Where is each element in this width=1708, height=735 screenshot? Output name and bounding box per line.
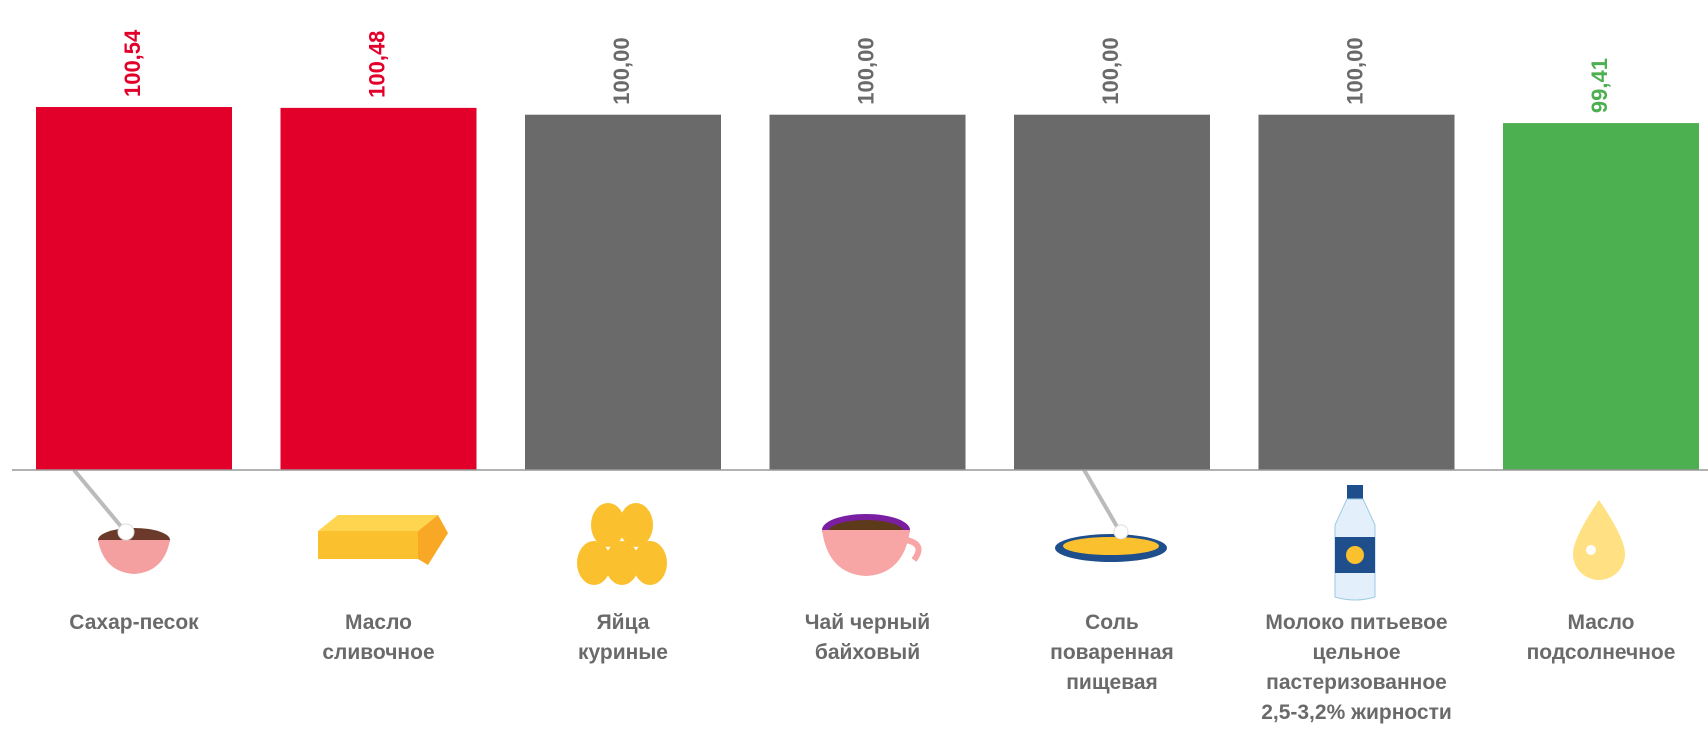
- category-label: Сахар-песок: [69, 611, 199, 634]
- value-label: 99,41: [1587, 58, 1612, 113]
- icon-sugar: [72, 468, 170, 574]
- value-label: 100,48: [364, 31, 389, 98]
- icons: [72, 466, 1625, 601]
- category-label: Масло сливочное: [322, 611, 435, 664]
- category-label: Масло подсолнечное: [1526, 611, 1676, 664]
- bar: [1258, 114, 1455, 471]
- icon-oil: [1573, 500, 1625, 580]
- value-label: 100,00: [1342, 37, 1367, 104]
- category-label: Яйца куриные: [578, 611, 668, 664]
- icon-eggs: [577, 503, 667, 585]
- icon-salt: [1055, 466, 1167, 562]
- bar: [769, 114, 966, 471]
- icon-butter: [318, 515, 448, 565]
- value-label: 100,00: [853, 37, 878, 104]
- bar: [1503, 123, 1699, 470]
- bar: [1014, 114, 1210, 471]
- bar: [525, 114, 721, 471]
- bar: [36, 107, 232, 470]
- value-label: 100,54: [120, 29, 145, 97]
- value-label: 100,00: [1098, 37, 1123, 104]
- bar: [280, 107, 477, 470]
- icon-tea: [822, 514, 922, 576]
- category-label: Молоко питьевое цельное пастеризованное …: [1261, 611, 1452, 724]
- value-label: 100,00: [609, 37, 634, 104]
- category-label: Соль поваренная пищевая: [1050, 611, 1174, 694]
- category-label: Чай черный байховый: [804, 611, 931, 664]
- icon-milk: [1334, 485, 1376, 601]
